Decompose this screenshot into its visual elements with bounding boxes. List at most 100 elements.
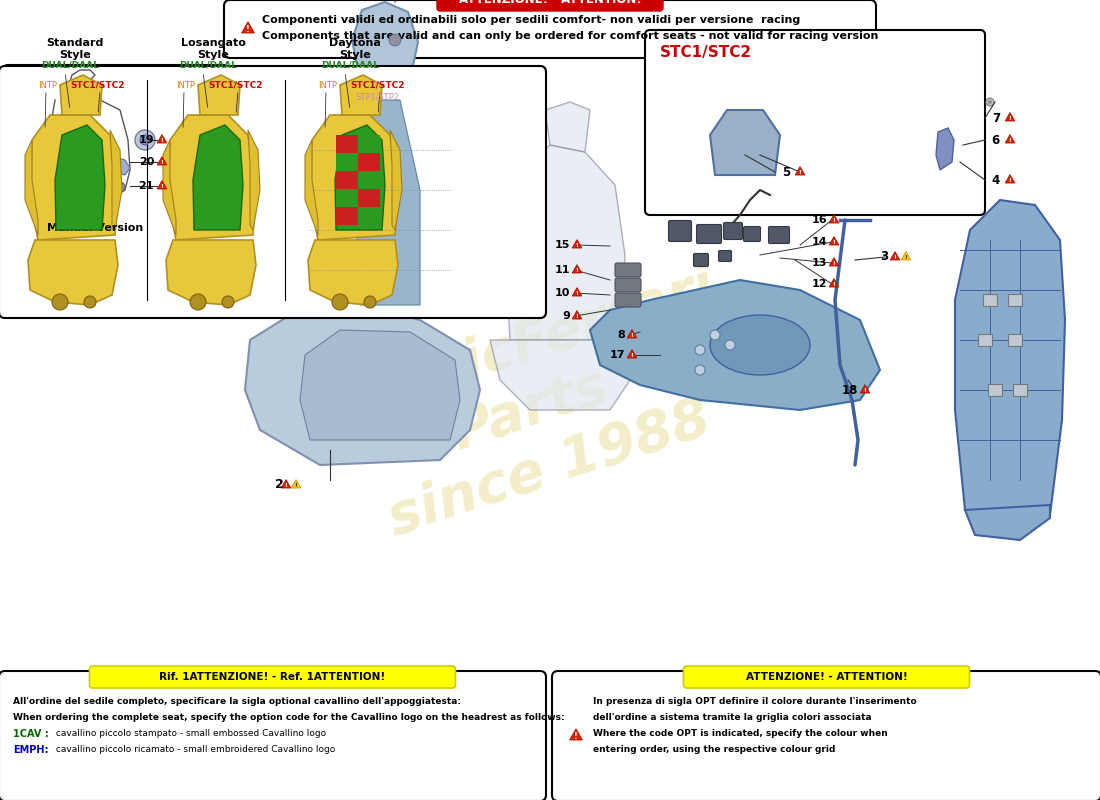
Bar <box>983 294 997 306</box>
Polygon shape <box>340 75 382 115</box>
Polygon shape <box>544 102 590 152</box>
Text: !: ! <box>799 170 802 174</box>
FancyBboxPatch shape <box>437 0 663 11</box>
Circle shape <box>725 340 735 350</box>
Polygon shape <box>829 258 839 266</box>
Polygon shape <box>336 207 358 225</box>
Polygon shape <box>30 115 118 240</box>
FancyBboxPatch shape <box>693 254 708 266</box>
Text: All'ordine del sedile completo, specificare la sigla optional cavallino dell'app: All'ordine del sedile completo, specific… <box>13 698 461 706</box>
Polygon shape <box>352 2 418 80</box>
Text: 8: 8 <box>617 330 625 340</box>
FancyBboxPatch shape <box>552 671 1100 800</box>
Text: INTP: INTP <box>176 81 196 90</box>
Text: 2: 2 <box>275 478 284 491</box>
Text: 3: 3 <box>880 250 888 263</box>
Text: Losangato
Style: Losangato Style <box>180 38 245 60</box>
Text: DUAL/DAAL: DUAL/DAAL <box>41 61 99 70</box>
Polygon shape <box>710 110 780 175</box>
Text: Componenti validi ed ordinabili solo per sedili comfort- non validi per versione: Componenti validi ed ordinabili solo per… <box>262 15 801 25</box>
Text: DUAL/DAAL: DUAL/DAAL <box>321 61 378 70</box>
Circle shape <box>389 34 402 46</box>
Polygon shape <box>110 130 122 230</box>
Polygon shape <box>282 480 290 488</box>
Text: !: ! <box>833 282 835 286</box>
Polygon shape <box>572 310 582 319</box>
Polygon shape <box>336 189 358 207</box>
FancyBboxPatch shape <box>683 666 969 688</box>
Bar <box>1008 294 1022 306</box>
Polygon shape <box>390 130 402 230</box>
Polygon shape <box>192 125 243 230</box>
Text: !: ! <box>161 138 164 142</box>
Text: EMPH:: EMPH: <box>13 745 48 755</box>
Text: 16: 16 <box>812 215 827 225</box>
Polygon shape <box>358 171 379 189</box>
Text: INTP: INTP <box>319 81 338 90</box>
Text: !: ! <box>574 732 578 741</box>
Polygon shape <box>336 135 358 153</box>
Polygon shape <box>890 251 900 260</box>
Polygon shape <box>829 214 839 223</box>
Text: STC1/STC2: STC1/STC2 <box>70 81 125 90</box>
Text: !: ! <box>630 353 634 358</box>
Text: !: ! <box>833 218 835 222</box>
Text: !: ! <box>285 482 287 488</box>
Text: DUAL/DAAL: DUAL/DAAL <box>179 61 236 70</box>
FancyBboxPatch shape <box>615 278 641 292</box>
Polygon shape <box>355 100 420 305</box>
Polygon shape <box>936 128 954 170</box>
FancyBboxPatch shape <box>696 225 722 243</box>
Polygon shape <box>1005 174 1015 183</box>
Polygon shape <box>460 150 490 300</box>
Circle shape <box>364 296 376 308</box>
Text: STP1/STP2: STP1/STP2 <box>356 93 400 102</box>
Bar <box>988 384 1002 396</box>
Text: STC1/STC2: STC1/STC2 <box>209 81 263 90</box>
Text: !: ! <box>833 261 835 266</box>
Text: 7: 7 <box>992 111 1000 125</box>
Text: 4: 4 <box>992 174 1000 186</box>
Polygon shape <box>245 305 480 465</box>
Polygon shape <box>60 75 102 115</box>
Polygon shape <box>305 140 318 235</box>
Polygon shape <box>829 278 839 287</box>
Polygon shape <box>965 505 1050 540</box>
Text: 15: 15 <box>554 240 570 250</box>
Polygon shape <box>166 240 256 305</box>
Polygon shape <box>163 140 176 235</box>
Polygon shape <box>336 171 358 189</box>
Polygon shape <box>627 330 637 338</box>
Polygon shape <box>260 160 295 305</box>
Text: !: ! <box>1009 116 1011 121</box>
Circle shape <box>190 294 206 310</box>
Polygon shape <box>157 181 167 189</box>
Text: 13: 13 <box>812 258 827 268</box>
Circle shape <box>140 135 150 145</box>
Bar <box>978 334 992 346</box>
Polygon shape <box>242 22 254 33</box>
Text: ATTENZIONE! - ATTENTION!: ATTENZIONE! - ATTENTION! <box>746 672 908 682</box>
Polygon shape <box>198 75 240 115</box>
FancyBboxPatch shape <box>89 666 455 688</box>
Text: Where the code OPT is indicated, specify the colour when: Where the code OPT is indicated, specify… <box>593 730 888 738</box>
Circle shape <box>988 100 992 104</box>
FancyBboxPatch shape <box>769 226 790 243</box>
Circle shape <box>84 296 96 308</box>
Text: 20: 20 <box>139 157 154 167</box>
Polygon shape <box>285 80 460 315</box>
Text: 12: 12 <box>812 279 827 289</box>
Polygon shape <box>336 125 385 230</box>
Text: cavallino piccolo ricamato - small embroidered Cavallino logo: cavallino piccolo ricamato - small embro… <box>53 746 336 754</box>
Polygon shape <box>248 130 260 230</box>
Text: 5: 5 <box>782 166 790 178</box>
FancyBboxPatch shape <box>615 263 641 277</box>
Circle shape <box>135 130 155 150</box>
Text: STC1/STC2: STC1/STC2 <box>351 81 405 90</box>
Text: !: ! <box>575 242 579 248</box>
Circle shape <box>695 345 705 355</box>
Text: 18: 18 <box>842 383 858 397</box>
Polygon shape <box>1005 134 1015 143</box>
Text: In presenza di sigla OPT definire il colore durante l'inserimento: In presenza di sigla OPT definire il col… <box>593 698 916 706</box>
Text: entering order, using the respective colour grid: entering order, using the respective col… <box>593 746 835 754</box>
